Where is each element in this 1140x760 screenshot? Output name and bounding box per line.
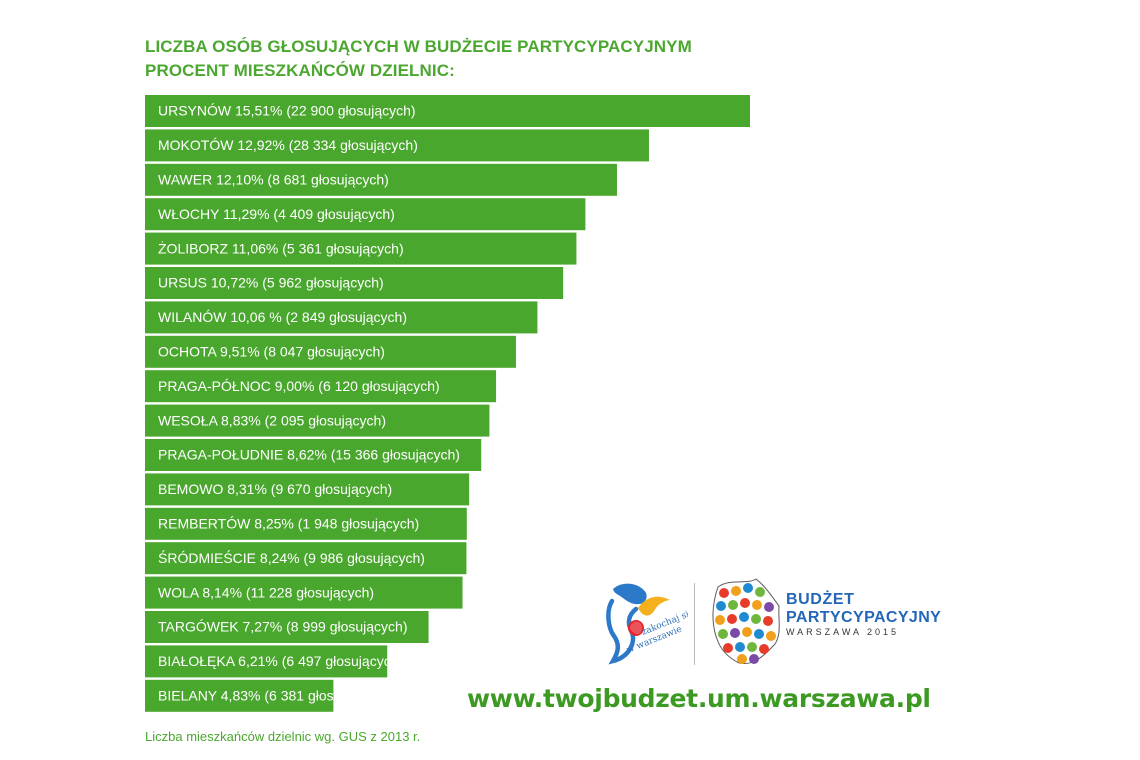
- bar-ursynów: [145, 95, 750, 127]
- partner-logos: zakochaj się w warszawie BUDŻET PARTYCYP…: [598, 575, 941, 670]
- budzet-partycypacyjny-text: BUDŻET PARTYCYPACYJNY WARSZAWA 2015: [786, 591, 941, 638]
- bar-label: REMBERTÓW 8,25% (1 948 głosujących): [158, 516, 419, 532]
- bar-rembertów: [145, 507, 467, 540]
- bar-targówek: [145, 611, 429, 643]
- bar-label: URSYNÓW 15,51% (22 900 głosujących): [158, 103, 416, 119]
- budzet-line-3: WARSZAWA 2015: [786, 627, 900, 637]
- bar-ochota: [145, 335, 516, 368]
- bar-label: BIAŁOŁĘKA 6,21% (6 497 głosujących): [158, 653, 403, 669]
- bar-label: MOKOTÓW 12,92% (28 334 głosujących): [158, 137, 418, 153]
- bar-label: OCHOTA 9,51% (8 047 głosujących): [158, 344, 385, 360]
- bar-bemowo: [145, 473, 470, 506]
- bar-mokotów: [145, 129, 649, 162]
- bar-label: WŁOCHY 11,29% (4 409 głosujących): [158, 206, 395, 222]
- chart-title: LICZBA OSÓB GŁOSUJĄCYCH W BUDŻECIE PARTY…: [145, 37, 692, 56]
- bar-label: PRAGA-PÓŁNOC 9,00% (6 120 głosujących): [158, 378, 440, 394]
- bar-białołęka: [145, 645, 388, 678]
- chart-subtitle: PROCENT MIESZKAŃCÓW DZIELNIC:: [145, 61, 455, 80]
- bar-label: ŚRÓDMIEŚCIE 8,24% (9 986 głosujących): [158, 549, 425, 566]
- logo-divider: [694, 583, 695, 665]
- bar-label: WESOŁA 8,83% (2 095 głosujących): [158, 412, 386, 428]
- bar-label: WAWER 12,10% (8 681 głosujących): [158, 172, 389, 188]
- bar-bielany: [145, 679, 334, 712]
- bar-włochy: [145, 198, 586, 231]
- data-source-footnote: Liczba mieszkańców dzielnic wg. GUS z 20…: [145, 729, 421, 744]
- bar-label: TARGÓWEK 7,27% (8 999 głosujących): [158, 619, 408, 635]
- bar-ursus: [145, 267, 564, 299]
- bar-label: WOLA 8,14% (11 228 głosujących): [158, 584, 374, 600]
- bar-label: PRAGA-POŁUDNIE 8,62% (15 366 głosujących…: [158, 447, 460, 463]
- website-url: www.twojbudzet.um.warszawa.pl: [467, 684, 931, 713]
- bar-label: BEMOWO 8,31% (9 670 głosujących): [158, 481, 392, 497]
- budzet-line-1: BUDŻET: [786, 591, 855, 608]
- bar-praga-północ: [145, 370, 497, 403]
- bar-wola: [145, 576, 463, 609]
- bar-wilanów: [145, 301, 538, 334]
- bar-żoliborz: [145, 232, 577, 265]
- budzet-partycypacyjny-mark: [712, 578, 780, 665]
- bar-label: ŻOLIBORZ 11,06% (5 361 głosujących): [158, 239, 404, 256]
- bar-praga-południe: [145, 439, 482, 471]
- bar-label: URSUS 10,72% (5 962 głosujących): [158, 275, 384, 291]
- bar-śródmieście: [145, 542, 467, 575]
- bar-wesoła: [145, 404, 490, 437]
- chart-title-block: LICZBA OSÓB GŁOSUJĄCYCH W BUDŻECIE PARTY…: [145, 35, 865, 83]
- budzet-line-2: PARTYCYPACYJNY: [786, 609, 942, 626]
- zakochaj-sie-w-warszawie-logo: zakochaj się w warszawie: [606, 583, 688, 665]
- bar-label: WILANÓW 10,06 % (2 849 głosujących): [158, 309, 407, 325]
- bar-wawer: [145, 163, 617, 196]
- bar-label: BIELANY 4,83% (6 381 głosujących): [158, 688, 386, 704]
